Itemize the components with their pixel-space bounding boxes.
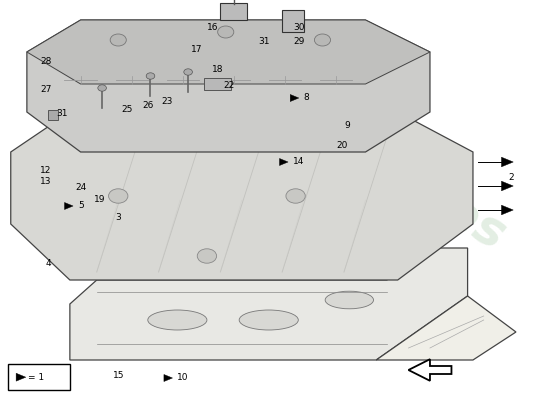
Polygon shape bbox=[64, 202, 73, 210]
Text: 28: 28 bbox=[40, 58, 52, 66]
Text: 2: 2 bbox=[508, 174, 514, 182]
Text: 5: 5 bbox=[78, 202, 84, 210]
Text: 3: 3 bbox=[116, 214, 122, 222]
Text: a passion for choice since 1985: a passion for choice since 1985 bbox=[212, 228, 380, 332]
Circle shape bbox=[108, 189, 128, 203]
Polygon shape bbox=[502, 205, 513, 215]
Polygon shape bbox=[279, 158, 288, 166]
Polygon shape bbox=[70, 248, 468, 360]
Circle shape bbox=[110, 34, 126, 46]
Circle shape bbox=[184, 69, 192, 75]
Ellipse shape bbox=[148, 310, 207, 330]
Text: 23: 23 bbox=[161, 98, 173, 106]
Polygon shape bbox=[290, 94, 299, 102]
Circle shape bbox=[315, 34, 331, 46]
Text: = 1: = 1 bbox=[29, 373, 45, 382]
Circle shape bbox=[146, 73, 155, 79]
Text: 24: 24 bbox=[75, 184, 86, 192]
FancyBboxPatch shape bbox=[282, 10, 304, 32]
Polygon shape bbox=[27, 20, 430, 152]
Circle shape bbox=[218, 26, 234, 38]
Polygon shape bbox=[502, 157, 513, 167]
Text: 31: 31 bbox=[57, 110, 68, 118]
Text: 17: 17 bbox=[191, 46, 202, 54]
Circle shape bbox=[286, 189, 305, 203]
Text: 15: 15 bbox=[113, 372, 124, 380]
Polygon shape bbox=[27, 20, 430, 84]
FancyBboxPatch shape bbox=[221, 3, 248, 20]
Text: 29: 29 bbox=[293, 38, 304, 46]
Polygon shape bbox=[409, 359, 452, 381]
Text: 12: 12 bbox=[40, 166, 52, 174]
Ellipse shape bbox=[151, 112, 172, 120]
Text: 16: 16 bbox=[207, 24, 218, 32]
Circle shape bbox=[98, 85, 106, 91]
Text: 10: 10 bbox=[177, 374, 189, 382]
Text: 14: 14 bbox=[293, 158, 304, 166]
Text: Eurospares: Eurospares bbox=[217, 60, 514, 260]
Text: 19: 19 bbox=[94, 196, 106, 204]
Polygon shape bbox=[164, 374, 173, 382]
Text: 22: 22 bbox=[223, 82, 234, 90]
Text: 20: 20 bbox=[336, 142, 347, 150]
Circle shape bbox=[197, 249, 217, 263]
FancyBboxPatch shape bbox=[48, 110, 58, 120]
Text: 4: 4 bbox=[46, 260, 51, 268]
Text: 18: 18 bbox=[212, 66, 224, 74]
Polygon shape bbox=[376, 296, 516, 360]
Polygon shape bbox=[502, 181, 513, 191]
Circle shape bbox=[197, 129, 217, 143]
Text: 9: 9 bbox=[344, 122, 350, 130]
Text: 25: 25 bbox=[121, 106, 133, 114]
Ellipse shape bbox=[312, 124, 333, 132]
FancyBboxPatch shape bbox=[8, 364, 70, 390]
Polygon shape bbox=[16, 373, 26, 381]
Text: 8: 8 bbox=[304, 94, 310, 102]
Text: 13: 13 bbox=[40, 178, 52, 186]
Text: 30: 30 bbox=[293, 24, 304, 32]
Text: 26: 26 bbox=[142, 102, 154, 110]
Ellipse shape bbox=[239, 310, 298, 330]
Ellipse shape bbox=[325, 291, 373, 309]
Text: 27: 27 bbox=[40, 86, 52, 94]
Polygon shape bbox=[11, 112, 473, 280]
Ellipse shape bbox=[231, 112, 252, 120]
FancyBboxPatch shape bbox=[204, 78, 231, 90]
Text: 31: 31 bbox=[258, 38, 270, 46]
